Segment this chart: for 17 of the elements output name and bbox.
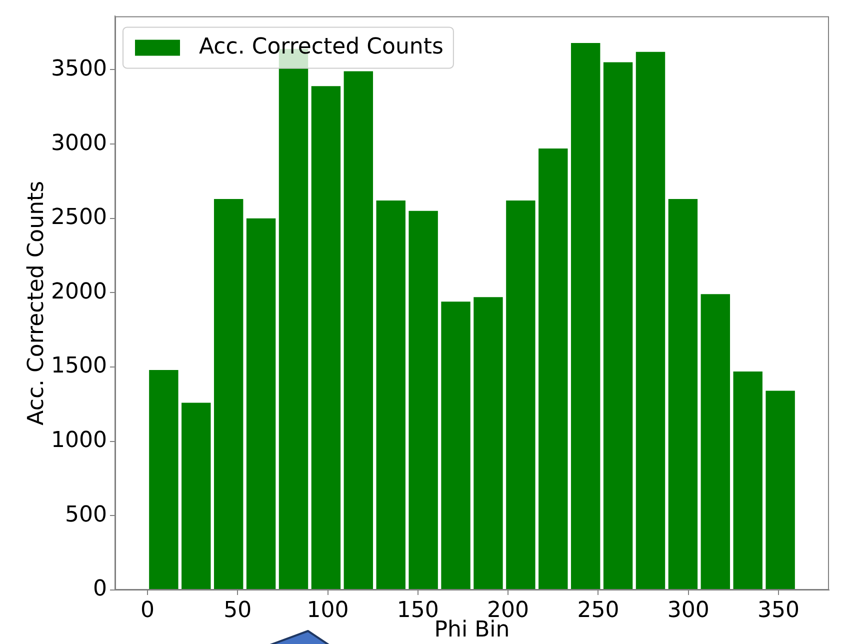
- x-tick-label: 300: [667, 598, 710, 623]
- legend-label: Acc. Corrected Counts: [199, 34, 444, 60]
- x-tick-label: 350: [758, 598, 800, 623]
- x-tick-label: 250: [577, 598, 620, 623]
- x-tick-label: 100: [306, 598, 349, 623]
- x-axis-title: Phi Bin: [434, 618, 510, 643]
- y-tick-label: 1000: [51, 428, 107, 454]
- y-tick-label: 2500: [51, 205, 107, 230]
- x-tick-label: 50: [224, 598, 252, 623]
- y-tick-label: 3500: [51, 56, 107, 82]
- y-tick-label: 3000: [51, 130, 107, 156]
- y-tick-label: 0: [93, 576, 107, 602]
- x-tick-label: 0: [140, 598, 154, 623]
- y-axis-title: Acc. Corrected Counts: [24, 180, 49, 426]
- y-tick-label: 500: [65, 502, 107, 528]
- y-tick-label: 2000: [51, 279, 107, 304]
- y-tick-label: 1500: [51, 354, 107, 379]
